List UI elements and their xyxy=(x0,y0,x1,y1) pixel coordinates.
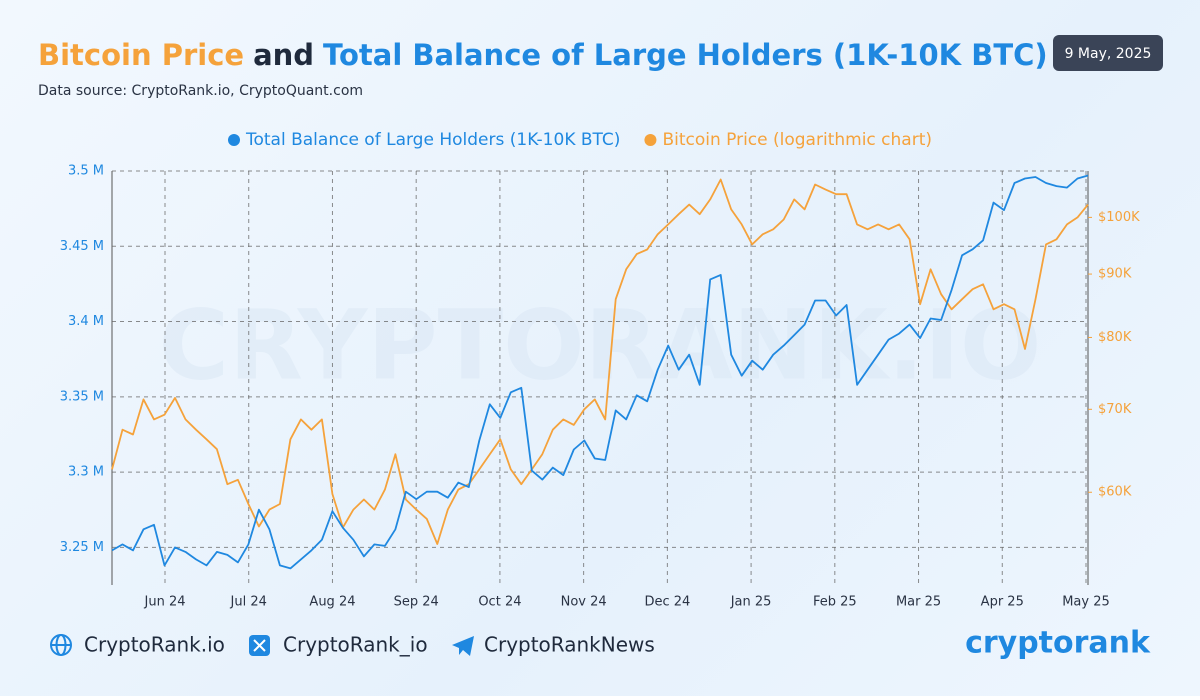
x-tick-label: May 25 xyxy=(1062,595,1110,610)
y-tick-label: 3.3 M xyxy=(68,465,104,480)
legend-marker xyxy=(644,134,657,146)
x-tick-label: Jul 24 xyxy=(230,595,267,610)
watermark: CRYPTORANK.IO xyxy=(159,289,1042,401)
series-line xyxy=(111,174,1089,570)
telegram-icon xyxy=(452,636,474,656)
title-part: Bitcoin Price xyxy=(38,38,244,72)
date-badge xyxy=(1053,35,1163,71)
chart-title: Bitcoin Price and Total Balance of Large H… xyxy=(38,38,1048,72)
x-tick-label: Jun 24 xyxy=(144,595,186,610)
x-tick-label: Aug 24 xyxy=(309,595,355,610)
x-tick-label: Sep 24 xyxy=(394,595,439,610)
x-tick-label: Jan 25 xyxy=(730,595,772,610)
y-tick-label: 3.5 M xyxy=(68,164,104,179)
x-tick-label: Mar 25 xyxy=(896,595,941,610)
footer-link[interactable]: CryptoRank.io xyxy=(84,633,225,657)
title-part: and xyxy=(253,38,314,72)
subtitle: Data source: CryptoRank.io, CryptoQuant.… xyxy=(38,83,363,99)
y2-tick-label: $80K xyxy=(1098,330,1132,345)
footer-link[interactable]: CryptoRank_io xyxy=(283,633,428,657)
legend-marker xyxy=(228,134,240,146)
date: 9 May, 2025 xyxy=(1065,46,1152,62)
y2-tick-label: $90K xyxy=(1098,267,1132,282)
logo: cryptorank xyxy=(965,626,1151,661)
series-line xyxy=(111,178,1089,545)
y-tick-label: 3.35 M xyxy=(60,389,104,404)
x-icon-mark xyxy=(253,639,266,652)
globe-icon xyxy=(50,634,72,656)
y2-tick-label: $60K xyxy=(1098,485,1132,500)
y-tick-label: 3.25 M xyxy=(60,540,104,555)
y2-tick-label: $100K xyxy=(1098,210,1140,225)
y2-tick-label: $70K xyxy=(1098,402,1132,417)
footer-link[interactable]: CryptoRankNews xyxy=(484,633,655,657)
x-tick-label: Feb 25 xyxy=(813,595,857,610)
x-tick-label: Oct 24 xyxy=(478,595,521,610)
x-tick-label: Dec 24 xyxy=(644,595,690,610)
x-tick-label: Apr 25 xyxy=(981,595,1024,610)
y-tick-label: 3.4 M xyxy=(68,314,104,329)
y-tick-label: 3.45 M xyxy=(60,239,104,254)
legend-label: Bitcoin Price (logarithmic chart) xyxy=(662,130,932,150)
legend-label: Total Balance of Large Holders (1K-10K B… xyxy=(245,130,620,150)
title-part: Total Balance of Large Holders (1K-10K B… xyxy=(323,38,1048,72)
x-tick-label: Nov 24 xyxy=(561,595,607,610)
